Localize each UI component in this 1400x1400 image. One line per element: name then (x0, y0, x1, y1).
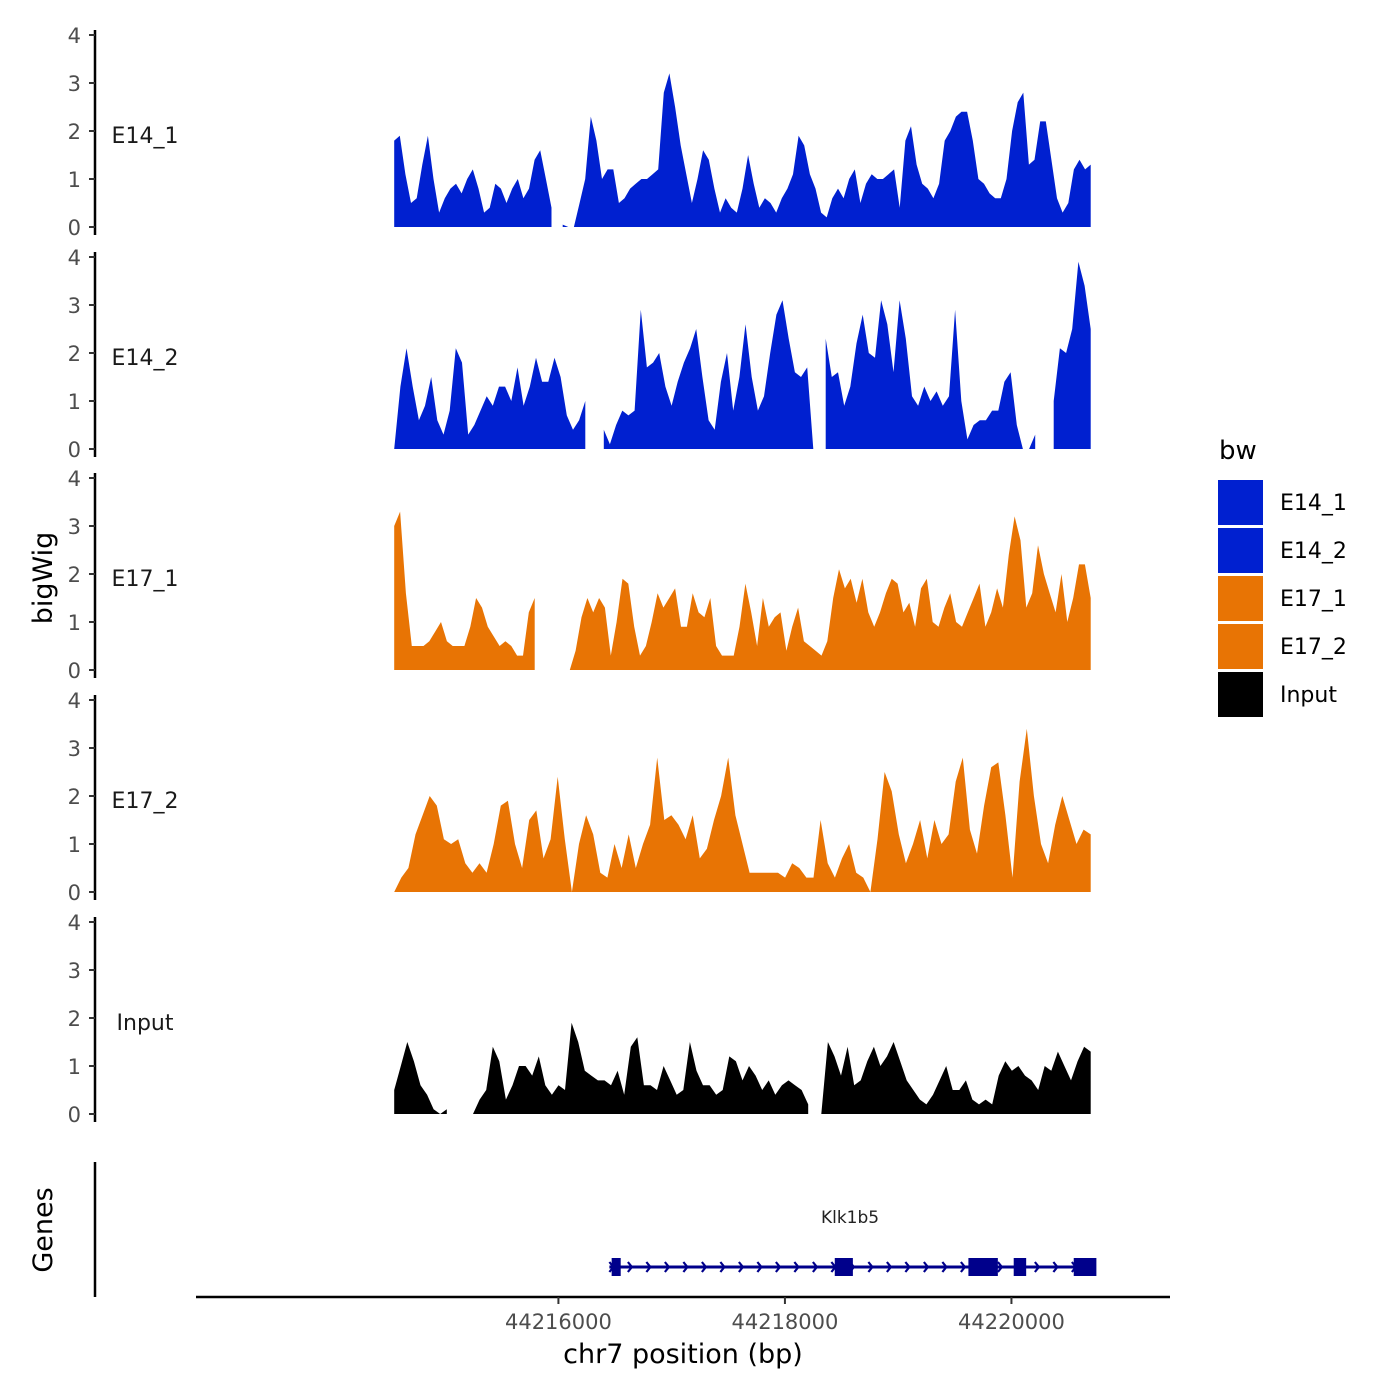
coverage-area (473, 1022, 809, 1114)
y-tick-label: 0 (68, 1103, 81, 1127)
exon (834, 1258, 853, 1276)
coverage-area (394, 135, 552, 227)
x-axis-label: chr7 position (bp) (563, 1339, 803, 1370)
track-e17-1: 0 1 2 3 4 E17_1 (68, 467, 1091, 683)
y-tick-label: 3 (68, 737, 81, 761)
y-tick-label: 3 (68, 72, 81, 96)
track-input: 0 1 2 3 4 Input (68, 911, 1091, 1127)
strand-arrow (701, 1261, 708, 1273)
coverage-area (394, 728, 1091, 892)
y-tick-label: 3 (68, 959, 81, 983)
strand-arrow (886, 1261, 893, 1273)
coverage-area (562, 73, 1091, 228)
strand-arrow (997, 1261, 1004, 1273)
strand-arrow (1034, 1261, 1041, 1273)
gene-label: Klk1b5 (821, 1208, 879, 1228)
y-tick-label: 0 (68, 438, 81, 462)
y-tick-label: 2 (68, 785, 81, 809)
strand-arrow (756, 1261, 763, 1273)
track-e14-2: 0 1 2 3 4 E14_2 (68, 246, 1091, 462)
x-tick-label: 44220000 (958, 1310, 1065, 1334)
y-tick-label: 0 (68, 216, 81, 240)
coverage-area (1053, 261, 1091, 449)
strand-arrow (960, 1261, 967, 1273)
legend-key-e17-2 (1218, 624, 1263, 669)
track-label: E14_1 (112, 124, 179, 149)
strand-arrow (867, 1261, 874, 1273)
coverage-area (558, 516, 1091, 670)
y-tick-label: 1 (68, 611, 81, 635)
exon (968, 1258, 998, 1276)
track-label: E17_2 (112, 789, 179, 814)
y-tick-label: 1 (68, 1055, 81, 1079)
coverage-area (394, 511, 535, 670)
x-axis: 44216000 44218000 44220000 (196, 1295, 1170, 1334)
track-e14-1: 0 1 2 3 4 E14_1 (68, 24, 1091, 240)
coverage-area (821, 1042, 1091, 1114)
genes-panel: Klk1b5 (93, 1162, 1097, 1297)
strand-arrow (941, 1261, 948, 1273)
exon (1013, 1258, 1027, 1276)
strand-arrow (627, 1261, 634, 1273)
legend-title: bw (1219, 436, 1257, 466)
legend-key-e14-1 (1218, 480, 1263, 525)
strand-arrow (682, 1261, 689, 1273)
y-tick-label: 1 (68, 168, 81, 192)
strand-arrow (645, 1261, 652, 1273)
legend-key-input (1218, 672, 1263, 717)
legend-label: E14_1 (1280, 491, 1347, 516)
legend-label: E17_1 (1280, 587, 1347, 612)
gene-klk1b5: Klk1b5 (608, 1208, 1097, 1276)
track-label: E17_1 (112, 567, 179, 592)
y-tick-label: 1 (68, 390, 81, 414)
y-tick-label: 0 (68, 881, 81, 905)
genes-axis-label: Genes (28, 1187, 59, 1272)
legend: bw E14_1 E14_2 E17_1 E17_2 Input (1218, 436, 1347, 717)
y-tick-label: 3 (68, 294, 81, 318)
track-e17-2: 0 1 2 3 4 E17_2 (68, 689, 1091, 905)
y-axis-label: bigWig (28, 532, 59, 625)
strand-arrow (812, 1261, 819, 1273)
coverage-area (825, 300, 1036, 449)
coverage-area (603, 300, 814, 449)
x-tick-label: 44216000 (505, 1310, 612, 1334)
strand-arrow (719, 1261, 726, 1273)
y-tick-label: 0 (68, 659, 81, 683)
strand-arrow (1052, 1261, 1059, 1273)
y-tick-label: 3 (68, 515, 81, 539)
track-label: E14_2 (112, 346, 179, 371)
track-label: Input (117, 1011, 174, 1036)
y-tick-label: 4 (68, 24, 81, 48)
strand-arrow (738, 1261, 745, 1273)
coverage-tracks: 0 1 2 3 4 E14_1 0 1 2 3 4 E14_2 0 1 2 3 4 E17_1 0 1 2 3 4 E17_2… (68, 24, 1091, 1127)
strand-arrow (904, 1261, 911, 1273)
y-tick-label: 2 (68, 342, 81, 366)
y-tick-label: 4 (68, 911, 81, 935)
strand-arrow (793, 1261, 800, 1273)
y-tick-label: 4 (68, 467, 81, 491)
exon (611, 1258, 621, 1276)
legend-label: E14_2 (1280, 539, 1347, 564)
legend-key-e14-2 (1218, 528, 1263, 573)
y-tick-label: 4 (68, 246, 81, 270)
legend-key-e17-1 (1218, 576, 1263, 621)
y-tick-label: 1 (68, 833, 81, 857)
coverage-area (394, 348, 586, 449)
strand-arrow (923, 1261, 930, 1273)
exon (1073, 1258, 1097, 1276)
strand-arrow (664, 1261, 671, 1273)
y-tick-label: 2 (68, 1007, 81, 1031)
legend-label: Input (1280, 683, 1337, 708)
x-tick-label: 44218000 (731, 1310, 838, 1334)
strand-arrow (775, 1261, 782, 1273)
y-tick-label: 4 (68, 689, 81, 713)
legend-label: E17_2 (1280, 635, 1347, 660)
y-tick-label: 2 (68, 120, 81, 144)
y-tick-label: 2 (68, 563, 81, 587)
coverage-area (394, 1042, 447, 1114)
